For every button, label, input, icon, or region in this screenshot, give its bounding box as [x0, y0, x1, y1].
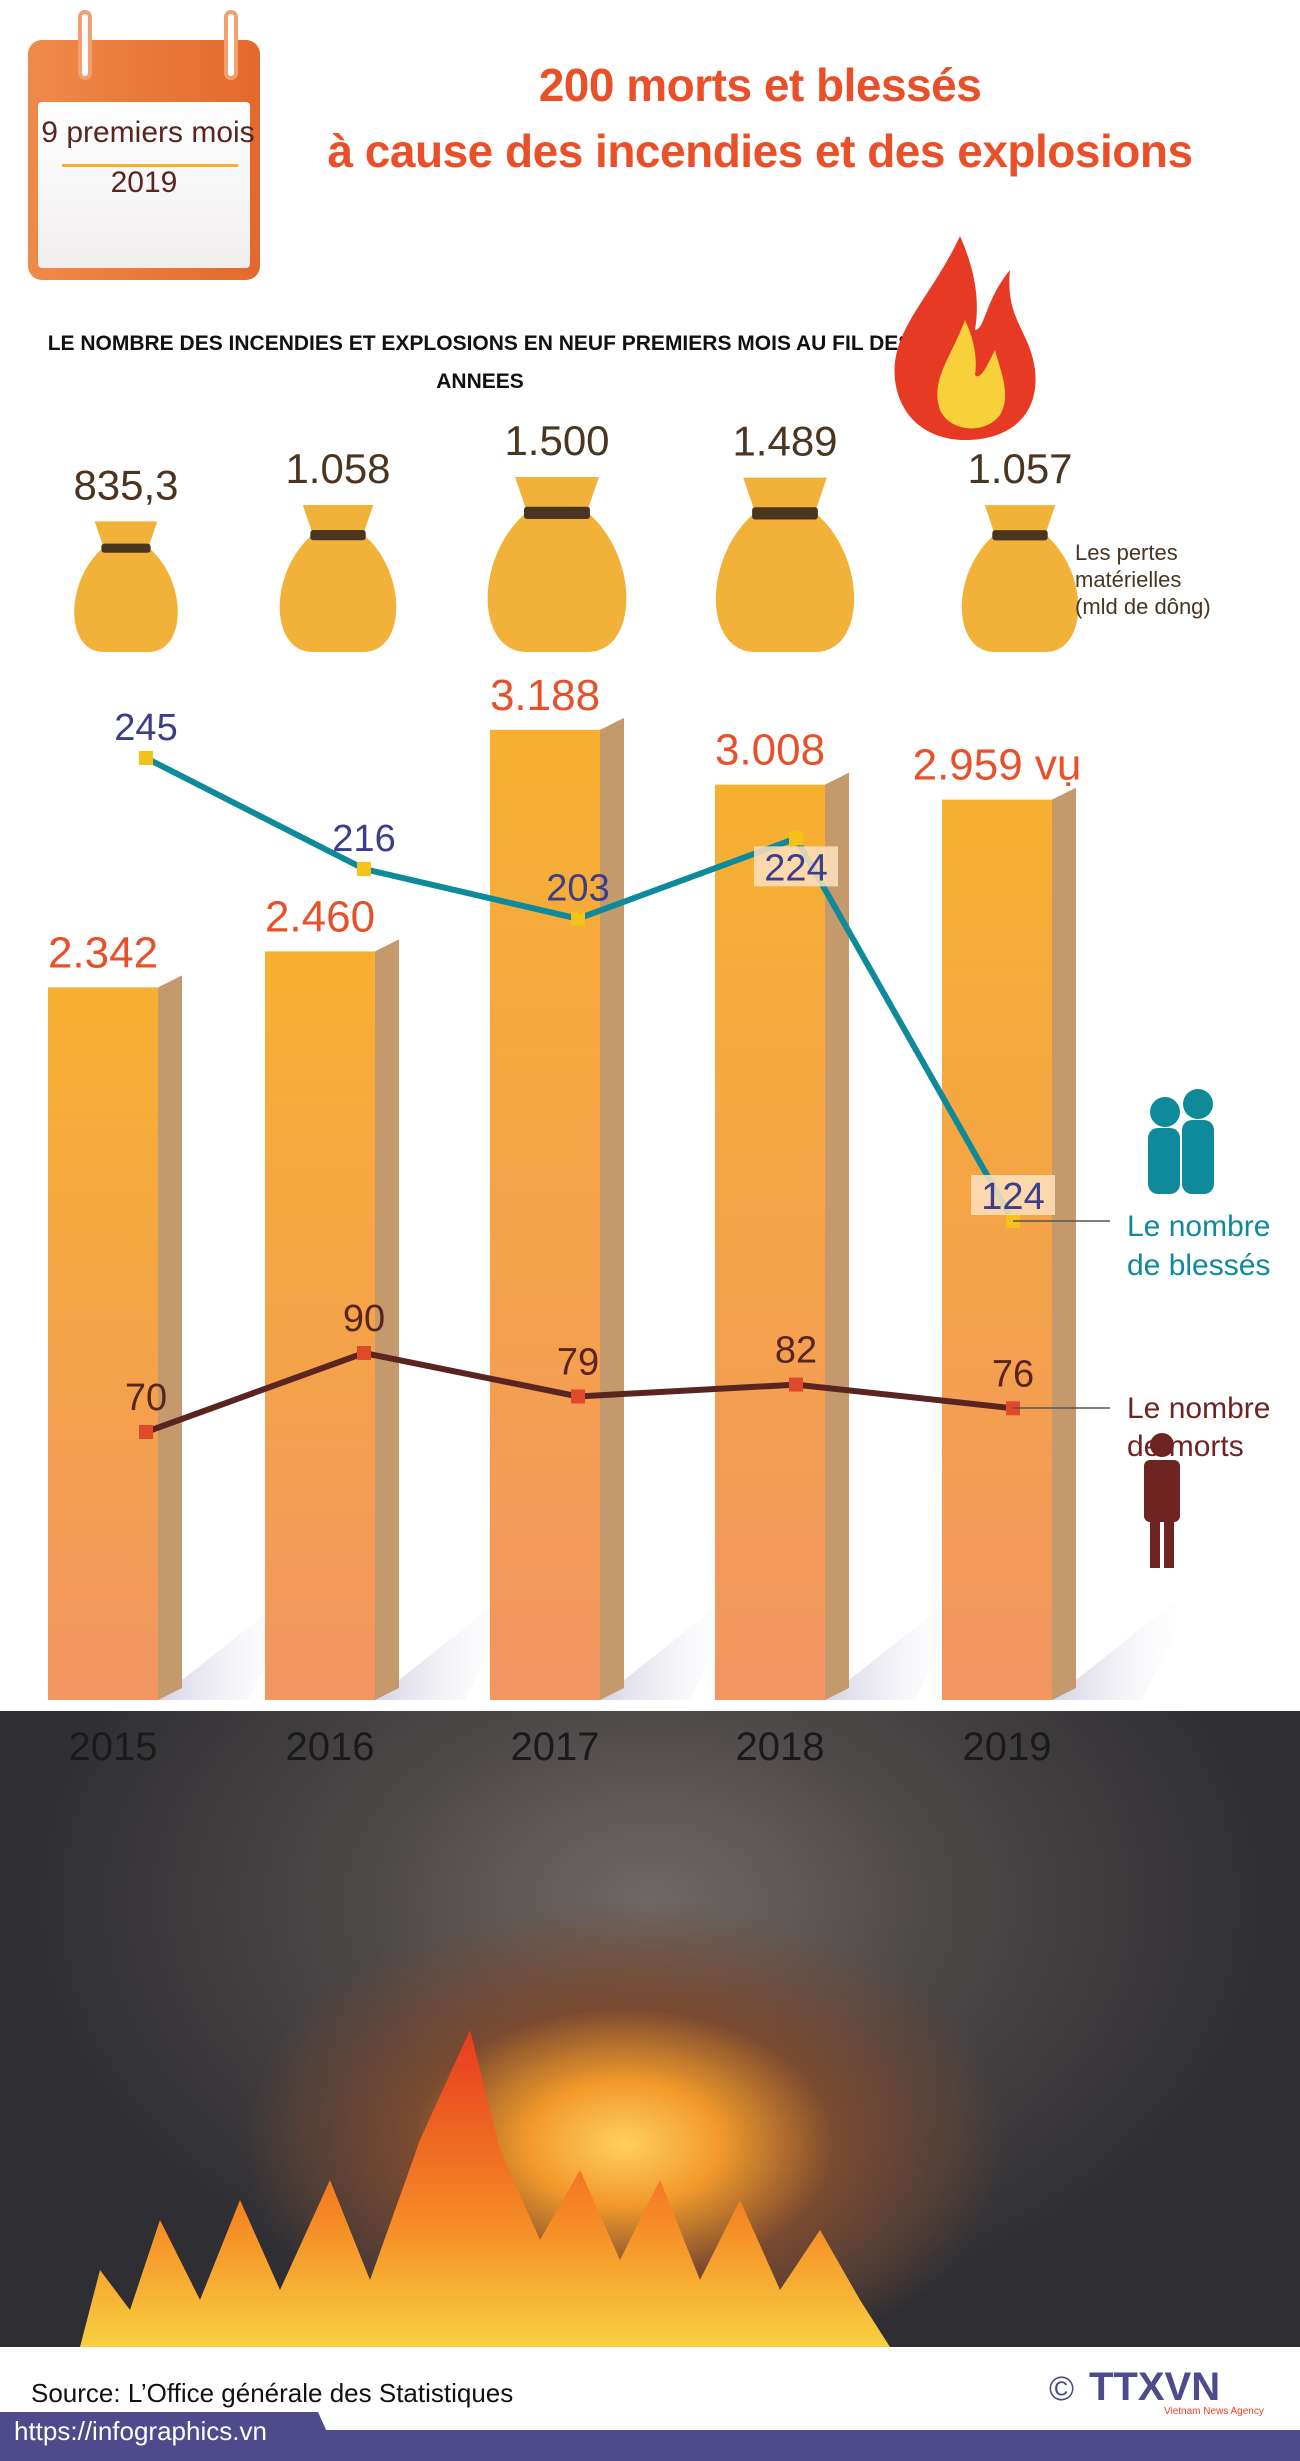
injured-marker [789, 831, 803, 846]
injured-value-label: 224 [764, 847, 827, 889]
money-bag-neck [984, 505, 1056, 535]
bar-2016 [265, 951, 375, 1700]
legend-losses-line2: matérielles [1075, 567, 1181, 592]
injured-value-label: 245 [114, 707, 177, 749]
deaths-marker [139, 1425, 153, 1439]
deaths-value-label: 70 [125, 1377, 167, 1419]
logo-text: TTXVN [1089, 2365, 1220, 2409]
year-label: 2018 [736, 1725, 825, 1769]
calendar-year: 2019 [110, 166, 178, 199]
money-bag-icon [961, 534, 1079, 652]
year-label: 2019 [963, 1725, 1052, 1769]
bar-2019 [942, 799, 1052, 1700]
legend-losses-line1: Les pertes [1075, 540, 1178, 565]
bar-shadow [375, 1580, 525, 1700]
money-bag-tie [101, 543, 151, 553]
chart-title: LE NOMBRE DES INCENDIES ET EXPLOSIONS EN… [47, 332, 913, 393]
bar-value-label: 2.460 [265, 892, 375, 941]
injured-marker [139, 751, 153, 765]
money-bag-icon [487, 512, 627, 652]
loss-value-label: 1.057 [967, 445, 1072, 492]
bar-side-2018 [825, 772, 849, 1700]
bar-2017 [490, 729, 600, 1700]
money-bag-neck [94, 521, 158, 548]
year-label: 2015 [69, 1725, 158, 1769]
deaths-marker [357, 1346, 371, 1360]
bar-shadow [825, 1580, 975, 1700]
money-bag-icon [74, 547, 178, 652]
year-label: 2016 [286, 1725, 375, 1769]
injured-value-label: 216 [332, 818, 395, 860]
year-label: 2017 [511, 1725, 600, 1769]
injured-label-box [971, 1175, 1055, 1215]
url-tab [0, 2412, 340, 2461]
injured-label-box [754, 846, 838, 887]
money-bag-neck [515, 477, 599, 512]
legend-deaths-line1: Le nombre [1127, 1392, 1270, 1425]
money-bag-tie [524, 506, 590, 519]
injured-marker [571, 911, 585, 926]
money-bag-tie [752, 507, 818, 520]
bar-side-2019 [1052, 787, 1076, 1700]
injured-value-label: 203 [546, 868, 609, 910]
legend-losses-line3: (mld de dông) [1075, 594, 1211, 619]
deaths-marker [571, 1389, 585, 1404]
bar-value-label: 2.342 [48, 928, 158, 977]
bar-value-label: 3.188 [490, 671, 600, 720]
copyright-symbol: © [1049, 2370, 1074, 2408]
website-link[interactable]: https://infographics.vn [14, 2416, 267, 2446]
bar-side-2016 [375, 939, 399, 1700]
bar-shadow [600, 1580, 750, 1700]
bar-2018 [715, 784, 825, 1700]
source-note: Source: L’Office générale des Statistiqu… [31, 2378, 514, 2408]
calendar-ring [224, 10, 238, 80]
calendar-ring [78, 10, 92, 80]
bar-value-label: 2.959 vụ [913, 741, 1082, 790]
bar-shadow [1052, 1580, 1202, 1700]
calendar-page: 9 premiers mois 2019 [38, 102, 255, 268]
money-bag-icon [279, 534, 397, 652]
bar-side-2017 [600, 717, 624, 1700]
calendar-period: 9 premiers mois [41, 116, 255, 149]
calendar-icon: 9 premiers mois 2019 [28, 10, 260, 280]
money-bag-tie [992, 530, 1048, 541]
deaths-value-label: 76 [992, 1353, 1034, 1395]
money-bag-neck [743, 477, 827, 513]
money-bag-icon [715, 512, 855, 652]
bar-value-label: 3.008 [715, 726, 825, 775]
logo-subtitle: Vietnam News Agency [1164, 2406, 1264, 2417]
calendar-divider [62, 164, 238, 167]
flame-icon [894, 236, 1036, 440]
injured-value-label: 124 [981, 1176, 1044, 1218]
ttxvn-logo: © TTXVN Vietnam News Agency [1049, 2365, 1264, 2417]
legend-deaths-line2: de morts [1127, 1430, 1244, 1463]
money-bag-neck [302, 505, 374, 535]
deaths-value-label: 79 [557, 1341, 599, 1383]
page-title-line2: à cause des incendies et des explosions [327, 125, 1193, 177]
loss-value-label: 1.500 [504, 417, 609, 464]
deaths-value-label: 82 [775, 1330, 817, 1372]
money-bag-tie [310, 530, 366, 541]
injured-people-icon [1148, 1089, 1214, 1194]
deaths-marker [789, 1377, 803, 1392]
flames-decoration [80, 2030, 890, 2347]
loss-value-label: 1.058 [285, 445, 390, 492]
injured-marker [357, 861, 371, 876]
person-icon [1144, 1433, 1180, 1568]
legend-injured-line2: de blessés [1127, 1249, 1270, 1282]
deaths-value-label: 90 [343, 1298, 385, 1340]
legend-injured-line1: Le nombre [1127, 1210, 1270, 1243]
bar-side-2015 [158, 975, 182, 1700]
page-title-line1: 200 morts et blessés [538, 59, 982, 111]
loss-value-label: 835,3 [73, 461, 178, 508]
loss-value-label: 1.489 [732, 418, 837, 465]
bar-2015 [48, 987, 158, 1700]
